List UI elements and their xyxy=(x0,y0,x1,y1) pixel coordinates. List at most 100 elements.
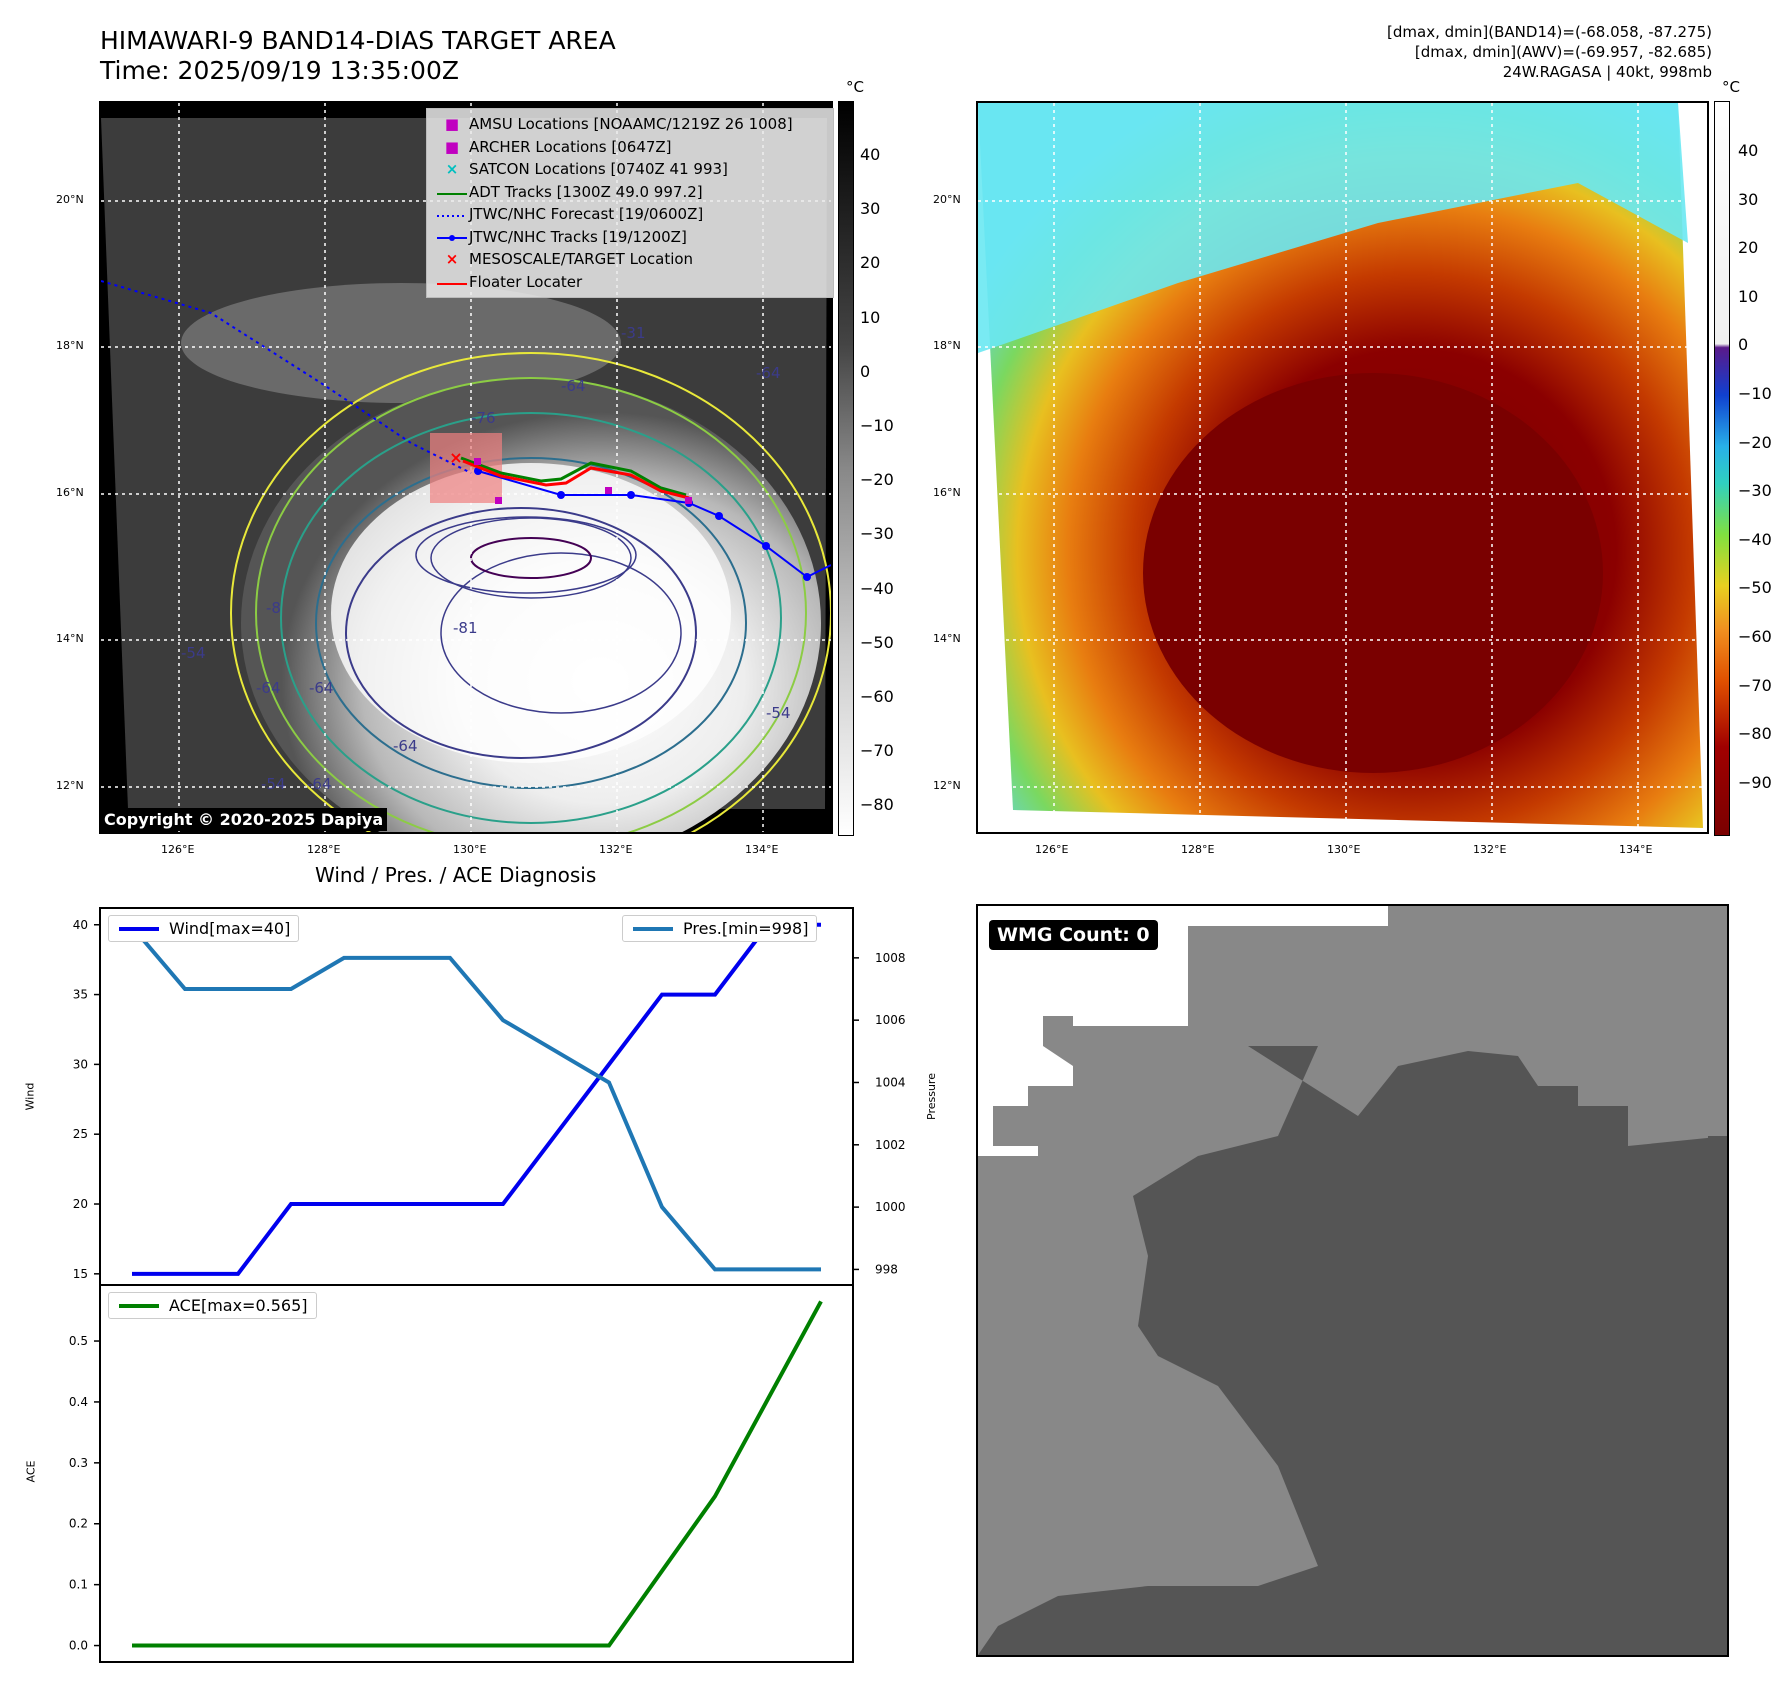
ace-tick-label: 0.4 xyxy=(69,1395,88,1409)
wmg-count-badge: WMG Count: 0 xyxy=(989,920,1158,950)
colorbar-tick-label: −40 xyxy=(1738,529,1772,549)
lat-label: 18°N xyxy=(933,339,961,352)
wind-series-line xyxy=(132,922,821,1276)
contour-label: -64 xyxy=(393,737,418,755)
contour-label: -31 xyxy=(621,324,646,342)
lon-label: 134°E xyxy=(1619,843,1653,856)
lon-label: 126°E xyxy=(1035,843,1069,856)
wind-tick-label: 20 xyxy=(73,1197,88,1211)
storm-info-text: 24W.RAGASA | 40kt, 998mb xyxy=(1502,63,1712,81)
colorbar-tick-label: −20 xyxy=(1738,432,1772,452)
lon-label: 130°E xyxy=(1327,843,1361,856)
wind-tick-label: 40 xyxy=(73,918,88,932)
colorbar-tick-label: −30 xyxy=(860,524,894,544)
contour-label: -54 xyxy=(766,704,791,722)
colorbar-tick-label: 20 xyxy=(860,253,881,273)
lon-label: 132°E xyxy=(1473,843,1507,856)
awv-colorbar xyxy=(1714,101,1730,836)
legend-item-satcon: × SATCON Locations [0740Z 41 993] xyxy=(445,160,728,179)
pressure-tick-label: 1004 xyxy=(875,1075,906,1089)
colorbar-tick-label: −80 xyxy=(860,795,894,815)
colorbar-tick-label: 40 xyxy=(860,145,881,164)
pressure-tick-label: 1002 xyxy=(875,1138,906,1152)
legend-item-adt: ADT Tracks [1300Z 49.0 997.2] xyxy=(437,182,703,201)
legend-item-archer: ■ ARCHER Locations [0647Z] xyxy=(444,137,672,156)
colorbar-tick-label: 0 xyxy=(1738,335,1749,355)
colorbar-tick-label: −80 xyxy=(1738,724,1772,744)
contour-label: -64 xyxy=(309,679,334,697)
colorbar-tick-label: −40 xyxy=(860,578,894,598)
colorbar-unit: °C xyxy=(1722,78,1740,96)
wind-legend: Wind[max=40] xyxy=(108,915,300,942)
lat-label: 14°N xyxy=(933,632,961,645)
lat-label: 14°N xyxy=(56,632,84,645)
contour-label: -64 xyxy=(561,377,586,395)
lon-label: 134°E xyxy=(745,843,779,856)
lon-label: 128°E xyxy=(1181,843,1215,856)
contour-label: -76 xyxy=(471,409,496,427)
awv-range-text: [dmax, dmin](AWV)=(-69.957, -82.685) xyxy=(1414,43,1712,61)
lat-label: 12°N xyxy=(56,779,84,792)
ace-tick-label: 0.2 xyxy=(69,1517,88,1531)
legend-item-floater: Floater Locater xyxy=(437,272,583,291)
colorbar-tick-label: −90 xyxy=(1738,772,1772,792)
colorbar-tick-label: −50 xyxy=(860,632,894,652)
grayscale-colorbar xyxy=(838,101,854,836)
colorbar-tick-label: −50 xyxy=(1738,578,1772,598)
contour-label: -81 xyxy=(453,619,478,637)
ace-tick-label: 0.3 xyxy=(69,1456,88,1470)
colorbar-tick-label: 0 xyxy=(860,361,871,381)
pressure-tick-label: 1000 xyxy=(875,1200,906,1214)
diagnosis-chart: 15 20 25 30 35 40 998 1000 1002 1004 1006 1008 0.0 0.… xyxy=(69,907,906,1663)
pressure-legend: Pres.[min=998] xyxy=(622,915,818,942)
map-legend: ■ AMSU Locations [NOAAMC/1219Z 26 1008] ■… xyxy=(426,108,834,298)
colorbar-tick-label: −60 xyxy=(1738,627,1772,646)
contour-label: -54 xyxy=(181,644,206,662)
ace-tick-label: 0.0 xyxy=(69,1639,88,1653)
lon-label: 126°E xyxy=(161,843,195,856)
lon-label: 130°E xyxy=(453,843,487,856)
colorbar-tick-label: −10 xyxy=(860,416,894,435)
contour-label: -64 xyxy=(256,679,281,697)
contour-label: -64 xyxy=(756,364,781,382)
contour-label: -54 xyxy=(261,775,286,793)
wmg-panel xyxy=(976,904,1729,1657)
wind-axis-label: Wind xyxy=(23,1082,37,1111)
ace-tick-label: 0.5 xyxy=(69,1334,88,1348)
colorbar-tick-label: −60 xyxy=(860,687,894,706)
wind-tick-label: 30 xyxy=(73,1057,88,1071)
figure-title: HIMAWARI-9 BAND14-DIAS TARGET AREA xyxy=(100,26,616,55)
copyright-label: Copyright © 2020-2025 Dapiya xyxy=(100,808,388,831)
ace-series-line xyxy=(132,1300,823,1648)
legend-item-target: × MESOSCALE/TARGET Location xyxy=(445,250,694,269)
wind-tick-label: 35 xyxy=(73,988,88,1002)
colorbar-tick-label: −10 xyxy=(1738,384,1772,403)
colorbar-tick-label: 30 xyxy=(1738,189,1759,209)
wind-tick-label: 25 xyxy=(73,1127,88,1141)
lat-label: 16°N xyxy=(933,486,961,499)
pressure-tick-label: 1008 xyxy=(875,951,906,965)
lat-label: 12°N xyxy=(933,779,961,792)
colorbar-tick-label: −70 xyxy=(1738,675,1772,695)
colorbar-tick-label: 10 xyxy=(860,307,881,327)
lon-label: 128°E xyxy=(307,843,341,856)
legend-item-forecast: JTWC/NHC Forecast [19/0600Z] xyxy=(437,205,704,224)
lat-label: 20°N xyxy=(933,193,961,206)
contour-label: -64 xyxy=(307,775,332,793)
lat-label: 18°N xyxy=(56,339,84,352)
wmg-image xyxy=(978,906,1727,1655)
colorbar-unit: °C xyxy=(846,78,864,96)
legend-item-amsu: ■ AMSU Locations [NOAAMC/1219Z 26 1008] xyxy=(444,115,793,134)
band14-range-text: [dmax, dmin](BAND14)=(-68.058, -87.275) xyxy=(1387,23,1712,41)
colorbar-tick-label: 40 xyxy=(1738,141,1759,160)
colorbar-tick-label: 20 xyxy=(1738,238,1759,258)
figure-timestamp: Time: 2025/09/19 13:35:00Z xyxy=(100,56,459,85)
colorbar-tick-label: 10 xyxy=(1738,286,1759,306)
pressure-series-line xyxy=(130,925,821,1272)
ace-legend: ACE[max=0.565] xyxy=(108,1292,317,1319)
ace-axis-label: ACE xyxy=(24,1460,38,1483)
awv-map-panel xyxy=(976,101,1709,834)
pressure-axis-label: Pressure xyxy=(924,1073,938,1120)
legend-item-jtwc-track: JTWC/NHC Tracks [19/1200Z] xyxy=(435,226,825,249)
lon-label: 132°E xyxy=(599,843,633,856)
